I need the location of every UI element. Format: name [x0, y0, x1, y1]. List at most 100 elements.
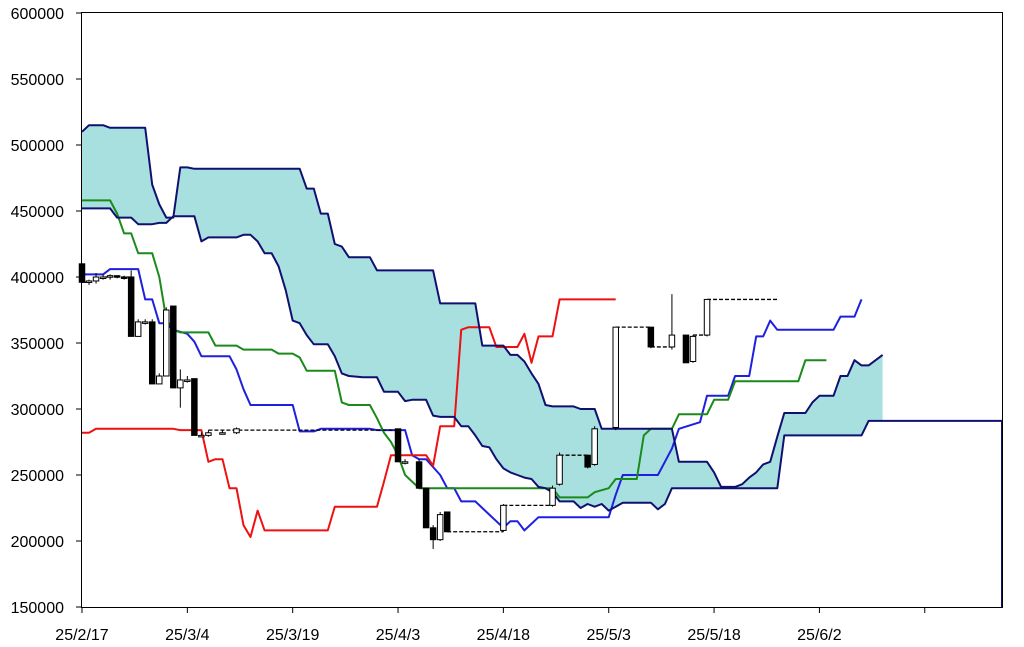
candle-body — [141, 321, 149, 324]
candle — [394, 428, 402, 463]
candle-body — [703, 298, 711, 336]
y-tick-label: 350000 — [11, 336, 64, 353]
candle — [436, 511, 444, 541]
candle — [120, 275, 128, 280]
candle — [401, 459, 409, 465]
candle-body — [401, 461, 409, 464]
candle — [85, 279, 93, 285]
candle — [422, 487, 430, 529]
candle — [106, 274, 114, 280]
y-tick-label: 400000 — [11, 270, 64, 287]
candle-body — [394, 428, 402, 463]
candle-body — [219, 432, 226, 435]
candle-body — [422, 487, 430, 529]
candle — [500, 504, 507, 532]
span-a-line — [81, 124, 884, 488]
candle-body — [120, 276, 128, 279]
candle — [134, 319, 142, 337]
x-tick-label: 25/3/4 — [165, 627, 210, 644]
y-tick-label: 550000 — [11, 72, 64, 89]
candle — [219, 430, 226, 435]
candle-body — [184, 379, 191, 382]
x-tick-label: 25/4/3 — [376, 627, 421, 644]
candle — [682, 334, 690, 364]
candle — [127, 270, 135, 337]
candle-body — [612, 326, 619, 428]
candle-body — [163, 309, 170, 377]
candle-body — [205, 432, 212, 436]
candle — [177, 369, 184, 408]
candle — [99, 274, 107, 280]
candle — [647, 326, 655, 349]
y-tick-label: 300000 — [11, 402, 64, 419]
candle — [668, 294, 676, 350]
x-tick-label: 25/3/19 — [266, 627, 319, 644]
candle-body — [682, 334, 690, 364]
candle-body — [689, 335, 697, 362]
candle — [233, 427, 240, 435]
y-tick-label: 500000 — [11, 138, 64, 155]
candle — [443, 511, 451, 533]
candle — [205, 430, 212, 437]
candle — [141, 319, 149, 325]
candle — [113, 275, 121, 279]
y-tick-label: 200000 — [11, 534, 64, 551]
candle-body — [148, 321, 156, 385]
candle — [163, 307, 170, 377]
candle — [191, 378, 198, 436]
candle-body — [556, 454, 563, 485]
candle — [689, 335, 697, 363]
candle-body — [668, 334, 676, 348]
candle-body — [106, 275, 114, 278]
y-tick-label: 600000 — [11, 6, 64, 23]
candle-body — [233, 428, 240, 434]
candle-body — [113, 275, 121, 278]
candle-body — [191, 378, 198, 436]
y-axis: 150000 200000 250000 300000 350000 400000 4500… — [11, 6, 82, 617]
candle-body — [647, 326, 655, 348]
y-tick-label: 450000 — [11, 204, 64, 221]
x-tick-label: 25/4/18 — [477, 627, 530, 644]
candle-body — [198, 434, 205, 438]
candle-body — [85, 280, 93, 283]
kumo-segment-2 — [175, 167, 883, 511]
candle — [415, 459, 423, 489]
candle-body — [127, 276, 135, 337]
x-axis: 25/2/17 25/3/4 25/3/19 25/4/3 25/4/18 25/5/3 2… — [55, 607, 926, 644]
x-tick-label: 25/6/2 — [797, 627, 842, 644]
candle — [591, 426, 598, 466]
candle-body — [99, 276, 107, 279]
tenkan-line — [82, 268, 863, 532]
candle-body — [500, 504, 507, 531]
candle — [584, 454, 591, 469]
candle-body — [443, 511, 451, 533]
candle — [549, 485, 556, 507]
candle — [429, 525, 437, 549]
candle — [612, 326, 619, 431]
candle — [170, 305, 177, 389]
plot-frame — [81, 12, 1003, 608]
candle — [156, 373, 163, 385]
candle-body — [436, 514, 444, 541]
candle — [148, 319, 156, 385]
y-tick-label: 250000 — [11, 468, 64, 485]
candle-body — [177, 379, 184, 389]
span-b-line — [82, 207, 1002, 512]
candle-body — [415, 461, 423, 489]
kumo-cloud — [82, 125, 883, 511]
candle-body — [92, 276, 100, 282]
chikou-line — [82, 298, 616, 538]
candle-body — [584, 454, 591, 468]
x-tick-label: 25/2/17 — [55, 627, 108, 644]
candle-body — [591, 428, 598, 465]
candle — [198, 432, 205, 438]
candle — [92, 273, 100, 284]
x-tick-label: 25/5/18 — [687, 627, 740, 644]
candle — [703, 298, 711, 337]
x-tick-label: 25/5/3 — [586, 627, 631, 644]
candle-body — [156, 375, 163, 385]
candle-body — [134, 321, 142, 337]
candle-body — [549, 487, 556, 506]
candle-body — [170, 305, 177, 389]
